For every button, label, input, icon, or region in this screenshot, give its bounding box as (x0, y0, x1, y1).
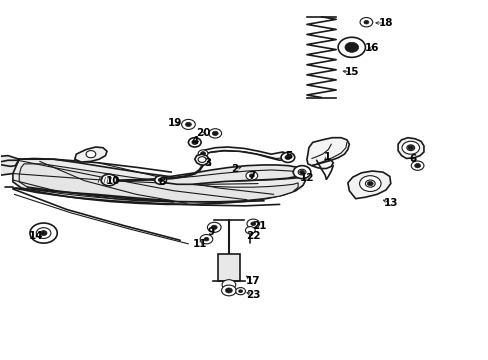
Text: 22: 22 (245, 231, 260, 240)
Circle shape (365, 180, 374, 187)
Circle shape (158, 178, 163, 182)
Circle shape (191, 140, 197, 144)
Bar (218, 253, 239, 281)
Circle shape (198, 157, 205, 162)
Circle shape (407, 145, 413, 150)
Circle shape (246, 219, 259, 228)
Text: 19: 19 (168, 118, 182, 128)
Circle shape (285, 155, 290, 159)
Text: 21: 21 (251, 221, 266, 231)
Circle shape (235, 288, 245, 295)
Text: 9: 9 (207, 227, 214, 237)
Circle shape (293, 166, 310, 179)
Text: 8: 8 (158, 177, 165, 187)
Polygon shape (160, 165, 303, 184)
Circle shape (245, 171, 257, 180)
Circle shape (245, 226, 255, 234)
Text: 12: 12 (299, 173, 313, 183)
Circle shape (299, 170, 304, 174)
Polygon shape (397, 138, 423, 158)
Text: 4: 4 (191, 136, 198, 145)
Text: 1: 1 (323, 152, 330, 162)
Circle shape (414, 163, 420, 168)
Circle shape (406, 145, 414, 150)
Circle shape (366, 181, 372, 186)
Circle shape (359, 18, 372, 27)
Polygon shape (13, 158, 305, 204)
Polygon shape (19, 164, 298, 202)
Circle shape (188, 138, 201, 147)
Polygon shape (311, 160, 332, 168)
Polygon shape (306, 138, 348, 166)
Circle shape (200, 234, 212, 244)
Circle shape (281, 152, 294, 162)
Circle shape (249, 174, 254, 177)
Circle shape (298, 169, 305, 175)
Circle shape (222, 280, 235, 290)
Circle shape (40, 230, 47, 235)
Text: 20: 20 (195, 129, 210, 138)
Text: 23: 23 (245, 291, 260, 301)
Polygon shape (347, 171, 390, 199)
Polygon shape (199, 147, 289, 160)
Text: 11: 11 (192, 239, 206, 249)
Circle shape (410, 161, 423, 170)
Circle shape (225, 288, 232, 293)
Circle shape (198, 150, 207, 157)
Text: 17: 17 (245, 276, 260, 286)
Circle shape (181, 120, 195, 130)
Text: 7: 7 (247, 171, 255, 181)
Circle shape (212, 131, 218, 135)
Circle shape (344, 42, 358, 52)
Text: 14: 14 (28, 231, 43, 240)
Circle shape (203, 237, 208, 241)
Text: 6: 6 (408, 154, 415, 164)
Text: 5: 5 (284, 150, 291, 161)
Circle shape (36, 228, 51, 238)
Circle shape (30, 223, 57, 243)
Text: 18: 18 (378, 18, 392, 28)
Circle shape (101, 174, 117, 186)
Circle shape (211, 225, 217, 229)
Circle shape (221, 285, 236, 296)
Text: 15: 15 (344, 67, 358, 77)
Text: 2: 2 (231, 164, 238, 174)
Circle shape (250, 222, 255, 226)
Circle shape (337, 37, 365, 57)
Polygon shape (75, 147, 107, 162)
Circle shape (359, 176, 380, 192)
Circle shape (86, 150, 96, 158)
Polygon shape (194, 154, 209, 165)
Polygon shape (0, 156, 19, 166)
Polygon shape (0, 158, 19, 176)
Circle shape (238, 290, 242, 293)
Text: 16: 16 (364, 43, 379, 53)
Circle shape (363, 21, 368, 24)
Circle shape (207, 222, 221, 232)
Text: 3: 3 (204, 158, 211, 168)
Circle shape (401, 141, 419, 154)
Circle shape (200, 152, 205, 155)
Circle shape (185, 122, 191, 127)
Circle shape (155, 176, 166, 184)
Circle shape (208, 129, 221, 138)
Text: 13: 13 (383, 198, 397, 208)
Text: 10: 10 (105, 176, 120, 186)
